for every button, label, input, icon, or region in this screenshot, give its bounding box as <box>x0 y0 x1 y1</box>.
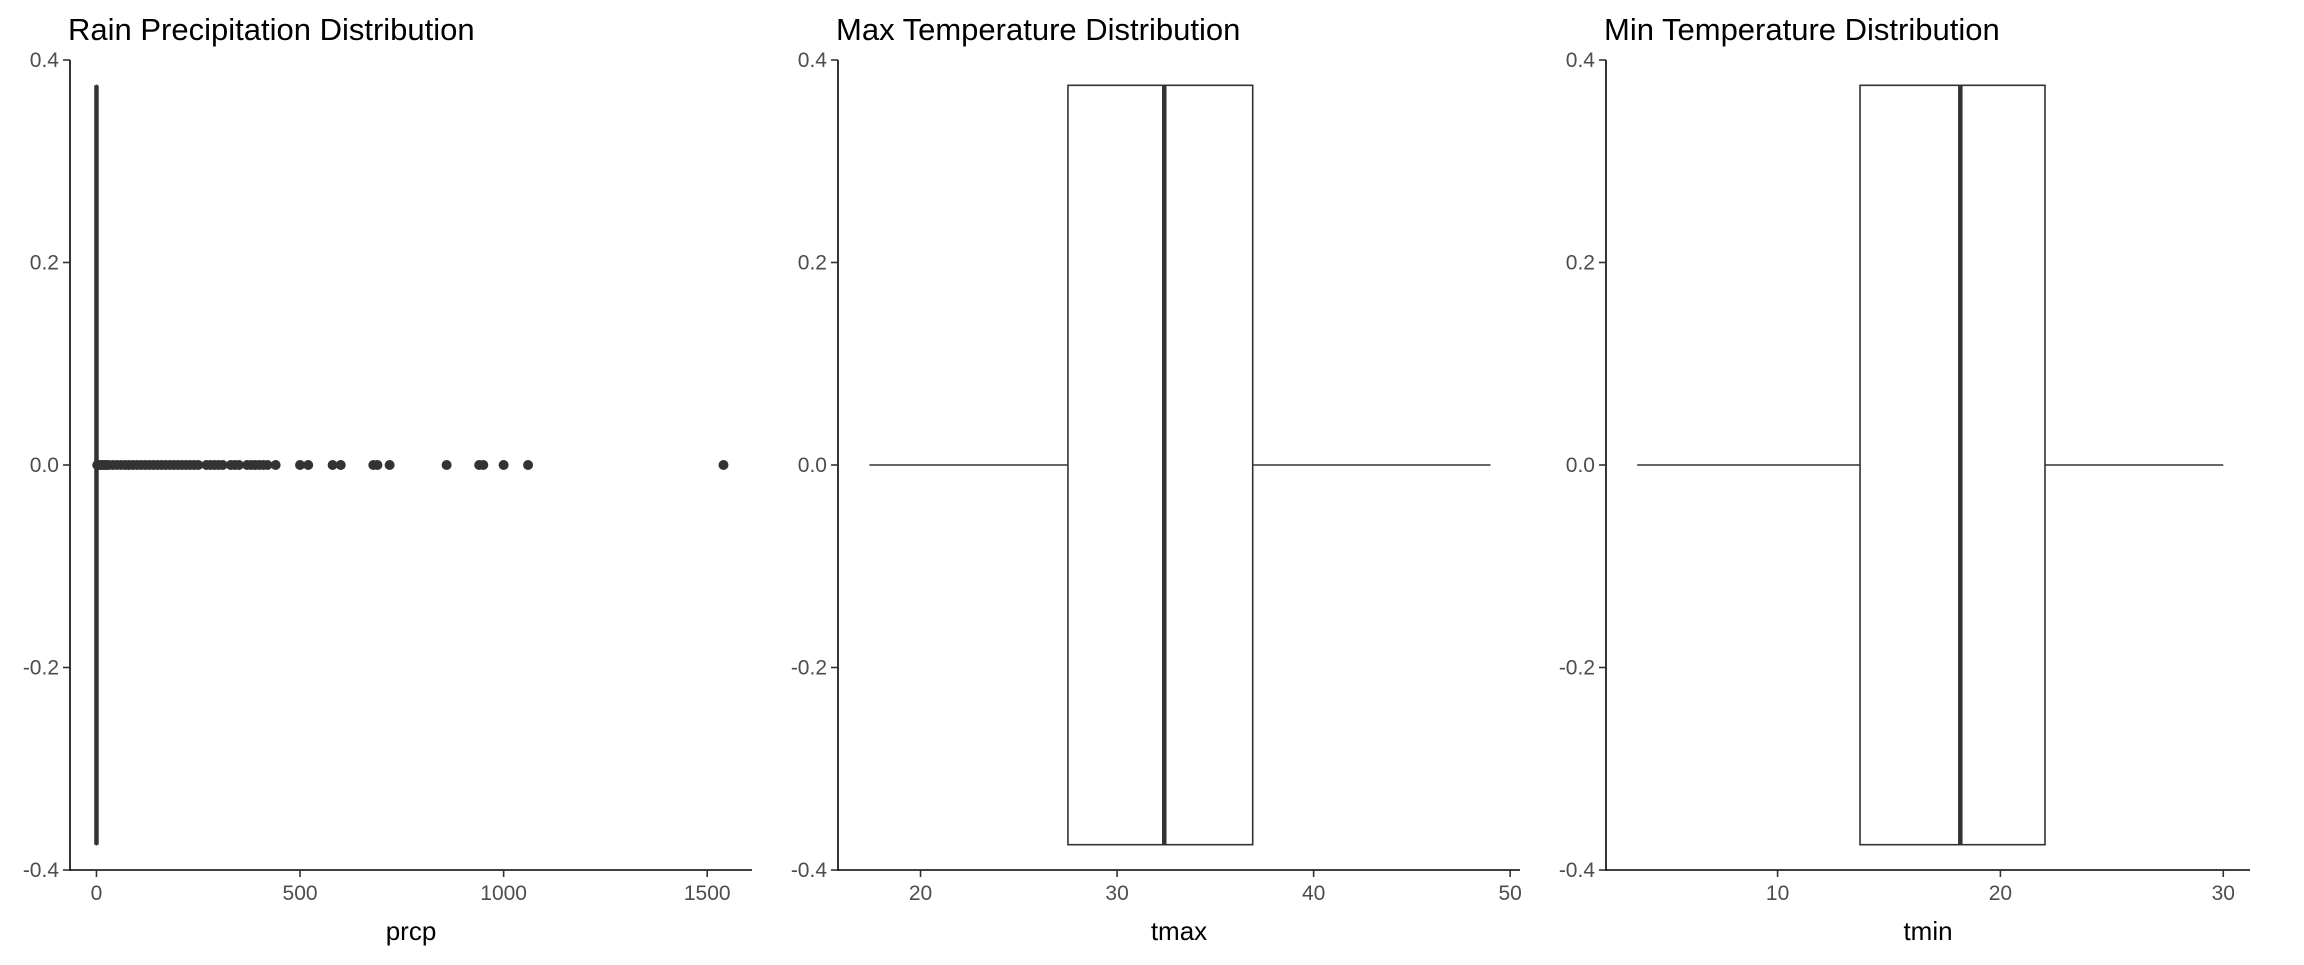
outlier-point <box>478 460 488 470</box>
outlier-point <box>385 460 395 470</box>
chart-title: Max Temperature Distribution <box>836 12 1240 47</box>
iqr-box <box>1860 85 2045 844</box>
outlier-point <box>442 460 452 470</box>
chart-title: Min Temperature Distribution <box>1604 12 2000 47</box>
y-tick-label: -0.4 <box>23 859 60 882</box>
outlier-point <box>372 460 382 470</box>
y-tick-label: 0.0 <box>798 454 827 477</box>
x-tick-label: 50 <box>1498 882 1521 905</box>
chart-title: Rain Precipitation Distribution <box>68 12 475 47</box>
x-tick-label: 30 <box>2212 882 2235 905</box>
x-tick-label: 10 <box>1766 882 1789 905</box>
x-tick-label: 20 <box>909 882 932 905</box>
y-tick-label: 0.0 <box>30 454 59 477</box>
x-tick-label: 20 <box>1989 882 2012 905</box>
x-tick-label: 40 <box>1302 882 1325 905</box>
x-axis-title: tmin <box>1903 916 1952 946</box>
outlier-point <box>336 460 346 470</box>
outlier-point <box>303 460 313 470</box>
x-tick-label: 500 <box>283 882 318 905</box>
y-tick-label: 0.2 <box>1566 252 1595 275</box>
y-tick-label: -0.2 <box>791 657 827 680</box>
y-tick-label: 0.4 <box>798 49 828 72</box>
y-tick-label: -0.2 <box>23 657 59 680</box>
chart-panel-1: Rain Precipitation Distribution -0.4 -0.2 0… <box>23 12 752 946</box>
x-tick-label: 30 <box>1105 882 1128 905</box>
x-tick-label: 0 <box>91 882 103 905</box>
outlier-point <box>523 460 533 470</box>
x-tick-label: 1500 <box>684 882 731 905</box>
outlier-point <box>271 460 281 470</box>
outlier-point <box>718 460 728 470</box>
x-axis-title: tmax <box>1151 916 1207 946</box>
chart-panel-3: Min Temperature Distribution -0.4 -0.2 0.0 0… <box>1559 12 2250 946</box>
x-tick-label: 1000 <box>480 882 527 905</box>
outlier-point <box>499 460 509 470</box>
y-tick-label: -0.2 <box>1559 657 1595 680</box>
y-tick-label: 0.2 <box>798 252 827 275</box>
y-tick-label: 0.4 <box>30 49 60 72</box>
y-tick-label: -0.4 <box>791 859 828 882</box>
iqr-box <box>1068 85 1253 844</box>
y-tick-label: -0.4 <box>1559 859 1596 882</box>
y-tick-label: 0.2 <box>30 252 59 275</box>
y-tick-label: 0.4 <box>1566 49 1596 72</box>
chart-panel-2: Max Temperature Distribution -0.4 -0.2 0.0 0… <box>791 12 1522 946</box>
x-axis-title: prcp <box>386 916 437 946</box>
y-tick-label: 0.0 <box>1566 454 1595 477</box>
